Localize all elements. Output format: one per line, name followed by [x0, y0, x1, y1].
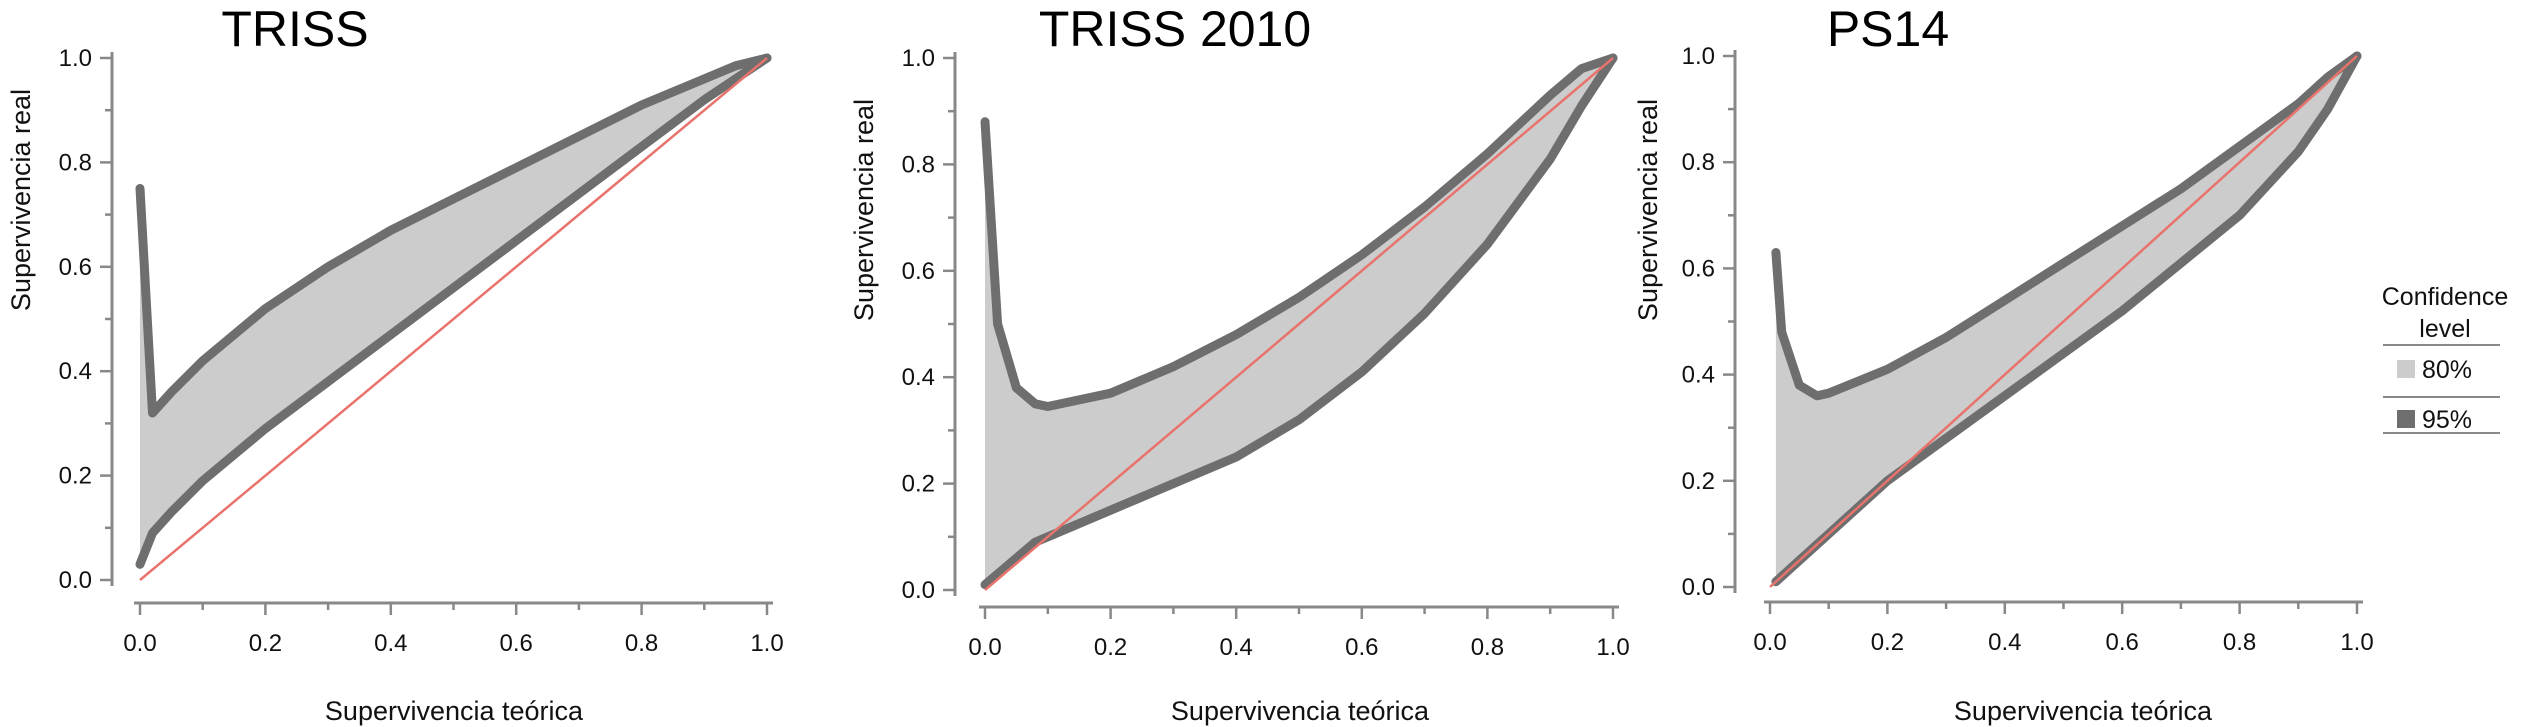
x-tick-label: 0.2: [1871, 629, 1904, 656]
confidence-bands: [135, 53, 772, 581]
y-tick-label: 0.6: [902, 258, 935, 285]
y-tick-label: 1.0: [902, 45, 935, 72]
x-tick-label: 0.4: [374, 630, 407, 657]
confidence-band-95-upper: [135, 53, 772, 418]
y-tick-label: 0.8: [59, 149, 92, 176]
reference-line: [984, 57, 1614, 591]
panel-triss-2010: TRISS 2010 0.00.20.40.60.81.00.0 0.2 0.4 0.…: [849, 1, 1630, 726]
y-axis-label: Supervivencia real: [1633, 99, 1663, 321]
confidence-band-80: [140, 58, 767, 565]
y-tick-label: 0.2: [59, 463, 92, 490]
x-tick-label: 0.8: [1471, 634, 1504, 661]
x-tick-label: 0.0: [1753, 629, 1786, 656]
axes: 0.0 0.2 0.4 0.6 0.8 1.0 0.0 0.2 0.4 0.6 0.8 1.0: [1682, 43, 2374, 656]
legend-label-95: 95%: [2422, 406, 2472, 434]
chart-title: PS14: [1827, 1, 1949, 57]
y-tick-label: 0.0: [902, 577, 935, 604]
x-tick-label: 0.4: [1220, 634, 1253, 661]
x-tick-label: 0.4: [1988, 629, 2021, 656]
y-tick-label: 0.8: [902, 151, 935, 178]
y-tick-label: 0.8: [1682, 149, 1715, 176]
confidence-band-95-upper: [980, 53, 1618, 411]
chart-title: TRISS: [221, 1, 368, 57]
axes: 0.0 0.2 0.4 0.6 0.8 1.0 0.0 0.2 0.4 0.6 0.8 1.0: [59, 45, 784, 657]
y-axis-label: Supervivencia real: [6, 89, 36, 311]
reference-line: [139, 57, 768, 581]
legend: Confidence level 80% 95%: [2382, 283, 2508, 434]
x-tick-label: 0.8: [625, 630, 658, 657]
y-tick-label: 0.2: [902, 471, 935, 498]
x-axis-label: Supervivencia teórica: [1171, 696, 1430, 726]
x-axis-label: Supervivencia teórica: [1954, 696, 2213, 726]
legend-title-line2: level: [2419, 315, 2470, 343]
x-tick-label: 0.0: [968, 634, 1001, 661]
confidence-bands: [980, 53, 1618, 591]
x-tick-label: 0.2: [1094, 634, 1127, 661]
axes: 0.0 0.2 0.4 0.6 0.8 1.0 0.0 0.2 0.4 0.6 0.8 1.0: [902, 45, 1630, 661]
x-tick-label: 0.8: [2223, 629, 2256, 656]
y-tick-label: 0.6: [1682, 255, 1715, 282]
y-tick-label: 0.6: [59, 254, 92, 281]
confidence-band-95-lower: [980, 53, 1618, 590]
y-tick-label: 1.0: [1682, 43, 1715, 70]
legend-label-80: 80%: [2422, 356, 2472, 384]
confidence-band-95-lower: [135, 53, 772, 569]
x-tick-label: 1.0: [750, 630, 783, 657]
x-tick-label: 0.6: [2106, 629, 2139, 656]
legend-title: Confidence: [2382, 283, 2508, 311]
x-tick-label: 0.2: [249, 630, 282, 657]
legend-swatch-80: [2397, 360, 2415, 378]
y-tick-label: 0.4: [902, 364, 935, 391]
x-axis-label: Supervivencia teórica: [325, 696, 584, 726]
reference-line: [1769, 55, 2358, 588]
y-tick-label: 0.0: [1682, 574, 1715, 601]
legend-swatch-95: [2397, 410, 2415, 428]
y-tick-label: 0.4: [59, 358, 92, 385]
x-tick-label: 0.6: [1345, 634, 1378, 661]
panel-ps14: PS14 0.0 0.2 0.4 0.6 0.8 1.0 0.0 0.2 0.4 0.6 0.8 1.…: [1633, 1, 2374, 726]
x-tick-label: 1.0: [2340, 629, 2373, 656]
y-axis-label: Supervivencia real: [849, 99, 879, 321]
panel-triss: TRISS 0.0 0.2 0.4 0.6 0.8 1.0 0.0 0.2 0.4 0.6 0.8 1…: [6, 1, 784, 726]
x-tick-label: 1.0: [1596, 634, 1629, 661]
y-tick-label: 0.4: [1682, 362, 1715, 389]
chart-title: TRISS 2010: [1039, 1, 1311, 57]
confidence-band-95-upper: [1771, 51, 2362, 401]
confidence-bands: [1769, 51, 2362, 588]
y-tick-label: 1.0: [59, 45, 92, 72]
y-tick-label: 0.0: [59, 567, 92, 594]
x-tick-label: 0.0: [123, 630, 156, 657]
y-tick-label: 0.2: [1682, 468, 1715, 495]
x-tick-label: 0.6: [500, 630, 533, 657]
